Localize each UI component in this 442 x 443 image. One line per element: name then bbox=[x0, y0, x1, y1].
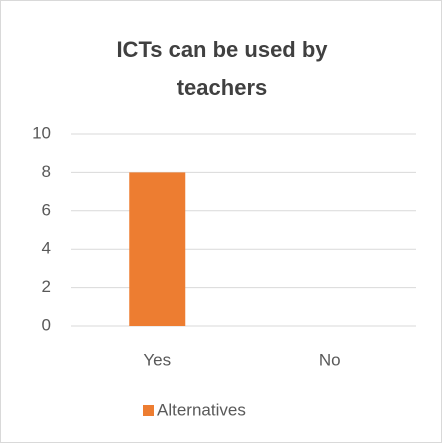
y-tick-label: 10 bbox=[32, 123, 51, 142]
legend-swatch bbox=[143, 405, 154, 416]
legend-label: Alternatives bbox=[157, 400, 246, 419]
x-tick-label: Yes bbox=[143, 350, 171, 369]
y-tick-label: 8 bbox=[42, 162, 51, 181]
y-tick-label: 2 bbox=[42, 277, 51, 296]
y-tick-label: 0 bbox=[42, 315, 51, 334]
y-tick-label: 6 bbox=[42, 200, 51, 219]
y-tick-label: 4 bbox=[42, 239, 51, 258]
chart-title: ICTs can be used by teachers bbox=[116, 37, 328, 100]
bar bbox=[129, 172, 186, 326]
x-tick-label: No bbox=[319, 350, 341, 369]
